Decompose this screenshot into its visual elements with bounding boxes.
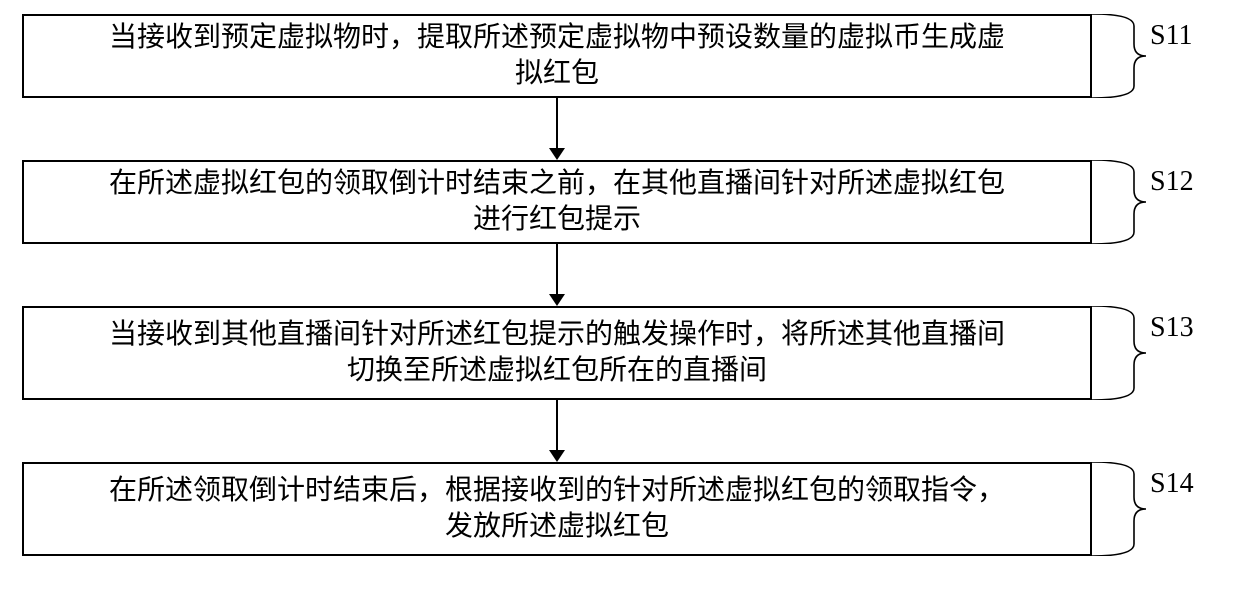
flow-arrow-1 bbox=[547, 98, 567, 160]
step-label-s13: S13 bbox=[1150, 312, 1194, 344]
step-label-bracket-s14 bbox=[1092, 462, 1150, 556]
step-label-bracket-s12 bbox=[1092, 160, 1150, 244]
step-label-bracket-s13 bbox=[1092, 306, 1150, 400]
flow-step-text-line: 在所述领取倒计时结束后，根据接收到的针对所述虚拟红包的领取指令， bbox=[109, 473, 1005, 509]
flow-step-text-line: 在所述虚拟红包的领取倒计时结束之前，在其他直播间针对所述虚拟红包 bbox=[109, 166, 1005, 202]
flow-step-s13: 当接收到其他直播间针对所述红包提示的触发操作时，将所述其他直播间切换至所述虚拟红… bbox=[22, 306, 1092, 400]
flow-arrow-3 bbox=[547, 400, 567, 462]
flow-step-text-line: 进行红包提示 bbox=[473, 202, 641, 238]
step-label-s11: S11 bbox=[1150, 20, 1193, 52]
flow-step-text-line: 切换至所述虚拟红包所在的直播间 bbox=[347, 353, 767, 389]
flow-step-s14: 在所述领取倒计时结束后，根据接收到的针对所述虚拟红包的领取指令，发放所述虚拟红包 bbox=[22, 462, 1092, 556]
step-label-s14: S14 bbox=[1150, 468, 1194, 500]
flow-step-text-line: 当接收到预定虚拟物时，提取所述预定虚拟物中预设数量的虚拟币生成虚 bbox=[109, 20, 1005, 56]
flow-step-text-line: 拟红包 bbox=[515, 56, 599, 92]
flow-arrow-2 bbox=[547, 244, 567, 306]
flow-step-text-line: 当接收到其他直播间针对所述红包提示的触发操作时，将所述其他直播间 bbox=[109, 317, 1005, 353]
flow-step-s12: 在所述虚拟红包的领取倒计时结束之前，在其他直播间针对所述虚拟红包进行红包提示 bbox=[22, 160, 1092, 244]
flow-step-s11: 当接收到预定虚拟物时，提取所述预定虚拟物中预设数量的虚拟币生成虚拟红包 bbox=[22, 14, 1092, 98]
step-label-bracket-s11 bbox=[1092, 14, 1150, 98]
flow-step-text-line: 发放所述虚拟红包 bbox=[445, 509, 669, 545]
step-label-s12: S12 bbox=[1150, 166, 1194, 198]
